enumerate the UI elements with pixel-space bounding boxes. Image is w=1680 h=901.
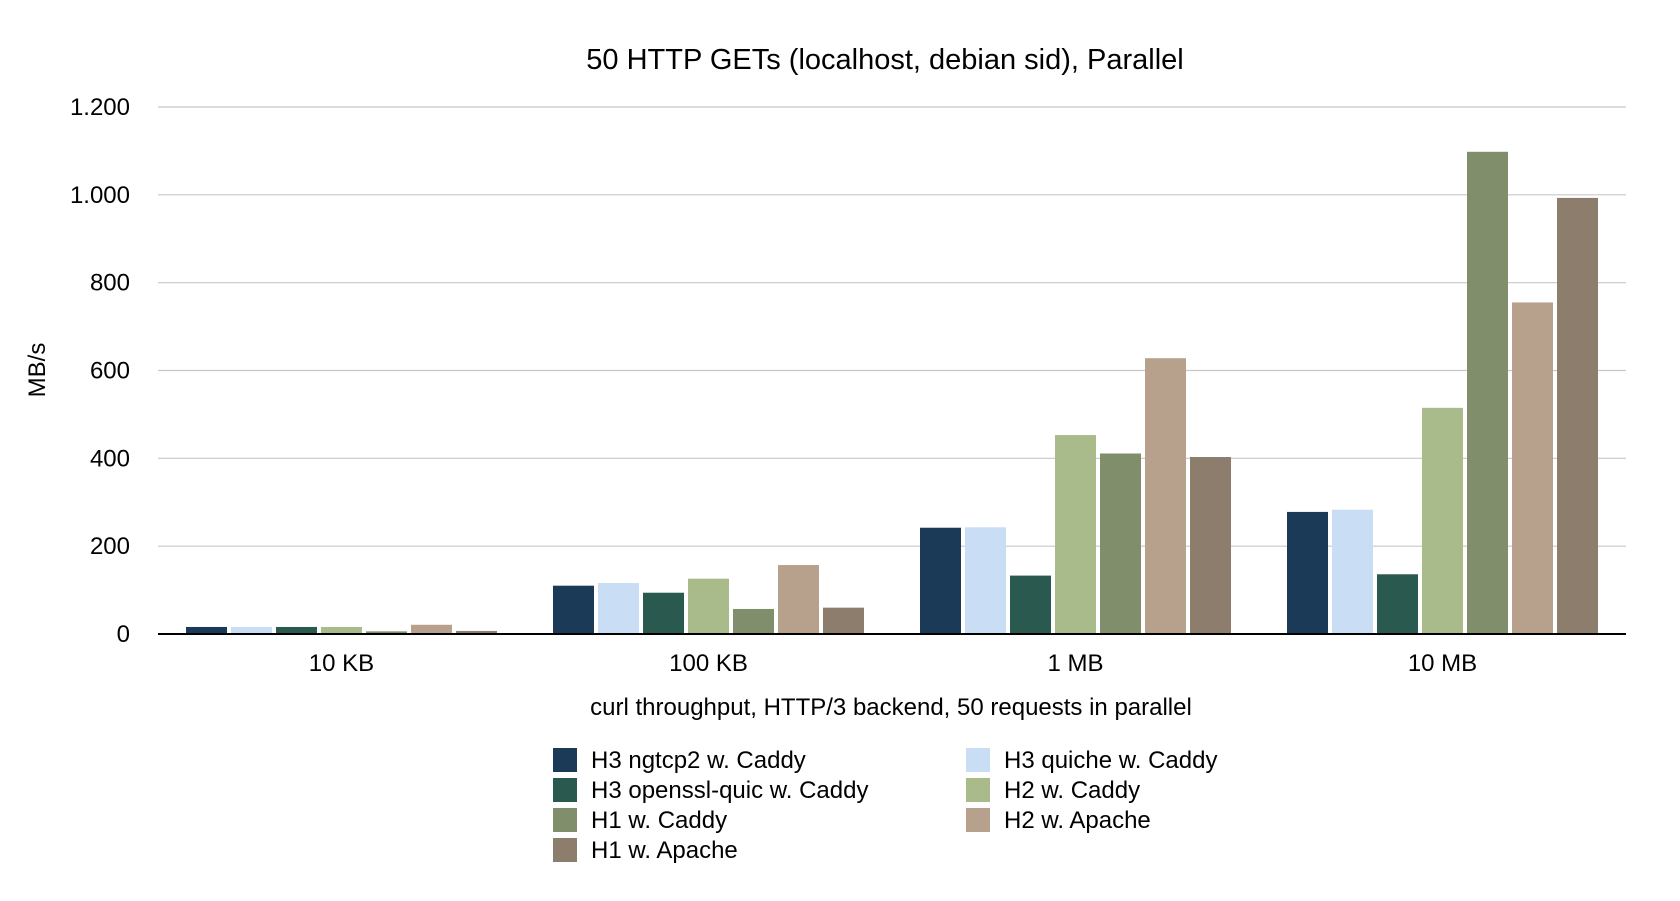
legend-item: H2 w. Caddy (966, 777, 1140, 804)
legend-label: H2 w. Apache (1004, 807, 1151, 834)
bar (321, 626, 362, 634)
bar (1467, 151, 1508, 635)
bar (1145, 358, 1186, 634)
bar (920, 527, 961, 634)
bar (733, 608, 774, 634)
x-tick-label: 10 MB (1408, 650, 1477, 677)
legend-swatch (966, 778, 990, 802)
legend-swatch (966, 808, 990, 832)
bars (186, 151, 1598, 635)
bar (1557, 197, 1598, 634)
legend-item: H1 w. Caddy (553, 807, 727, 834)
chart-title: 50 HTTP GETs (localhost, debian sid), Pa… (586, 44, 1183, 76)
bar (1512, 302, 1553, 634)
x-axis-label: curl throughput, HTTP/3 backend, 50 requ… (590, 694, 1192, 721)
bar (1055, 435, 1096, 634)
bar (186, 626, 227, 634)
legend-item: H1 w. Apache (553, 837, 738, 864)
y-tick-label: 1.200 (70, 94, 130, 121)
bar (276, 626, 317, 634)
x-tick-label: 10 KB (309, 650, 374, 677)
bar (411, 624, 452, 634)
gridlines (158, 106, 1626, 547)
bar (1287, 511, 1328, 634)
bar (643, 592, 684, 634)
bar (1100, 453, 1141, 634)
legend-item: H3 ngtcp2 w. Caddy (553, 747, 806, 774)
y-axis-label: MB/s (24, 343, 51, 398)
y-tick-label: 1.000 (70, 182, 130, 209)
bar (965, 527, 1006, 634)
legend-item: H2 w. Apache (966, 807, 1151, 834)
y-tick-label: 600 (90, 358, 130, 385)
x-tick-label: 1 MB (1047, 650, 1103, 677)
legend-swatch (553, 748, 577, 772)
legend-label: H3 quiche w. Caddy (1004, 747, 1217, 774)
y-axis-tick-labels: 0 200 400 600 800 1.000 1.200 (70, 94, 130, 648)
y-tick-label: 800 (90, 270, 130, 297)
bar (778, 565, 819, 634)
legend-label: H1 w. Apache (591, 837, 738, 864)
legend-swatch (553, 808, 577, 832)
legend-swatch (966, 748, 990, 772)
bar (1422, 407, 1463, 634)
bar (1190, 457, 1231, 634)
legend-label: H3 ngtcp2 w. Caddy (591, 747, 806, 774)
bar (688, 578, 729, 634)
legend-label: H3 openssl-quic w. Caddy (591, 777, 868, 804)
bar (231, 626, 272, 634)
bar (553, 585, 594, 634)
x-axis-tick-labels: 10 KB 100 KB 1 MB 10 MB (309, 650, 1477, 677)
bar (823, 607, 864, 634)
bar (366, 631, 407, 634)
bar (1332, 509, 1373, 634)
x-tick-label: 100 KB (669, 650, 748, 677)
legend-item: H3 quiche w. Caddy (966, 747, 1217, 774)
legend-item: H3 openssl-quic w. Caddy (553, 777, 868, 804)
y-tick-label: 0 (117, 621, 130, 648)
legend-label: H1 w. Caddy (591, 807, 727, 834)
bar (456, 630, 497, 634)
y-tick-label: 200 (90, 533, 130, 560)
bar (1010, 575, 1051, 634)
bar (1377, 574, 1418, 634)
legend-swatch (553, 838, 577, 862)
y-tick-label: 400 (90, 445, 130, 472)
legend: H3 ngtcp2 w. Caddy H3 quiche w. Caddy H3 o… (553, 747, 1217, 864)
bar (598, 583, 639, 634)
legend-swatch (553, 778, 577, 802)
legend-label: H2 w. Caddy (1004, 777, 1140, 804)
